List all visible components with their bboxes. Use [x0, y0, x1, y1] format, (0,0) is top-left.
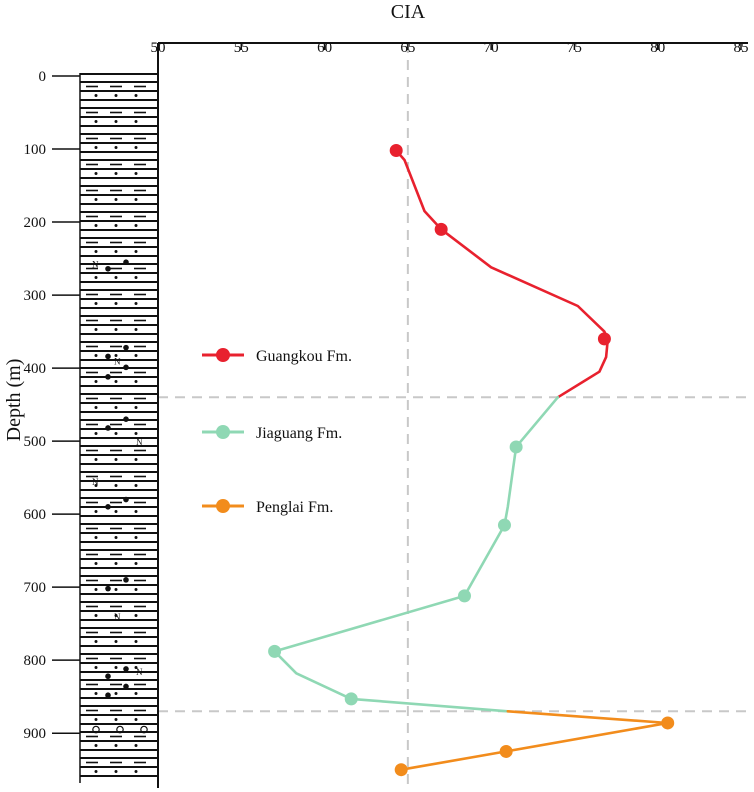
series-line-guangkou-fm	[394, 149, 610, 399]
series-line-penglai-fm	[399, 709, 670, 772]
x-tick-label: 65	[400, 40, 415, 56]
plot-background	[158, 43, 748, 788]
lithology-dot	[105, 425, 111, 431]
lithology-dot	[105, 692, 111, 699]
x-axis-title: CIA	[391, 1, 426, 23]
legend-marker-penglai-fm	[216, 499, 230, 513]
lithology-column	[80, 73, 158, 783]
lithology-dot	[105, 673, 111, 680]
legend: Guangkou Fm. Jiaguang Fm. Penglai Fm.	[202, 348, 352, 516]
x-tick-label: 75	[567, 40, 582, 56]
lithology-dot	[105, 374, 111, 380]
legend-label-penglai-fm: Penglai Fm.	[256, 499, 333, 516]
lithology-gravel	[140, 725, 148, 734]
data-point-guangkou-fm	[597, 332, 611, 346]
lithology-symbol-n: N	[114, 612, 121, 622]
x-tick-label: 85	[734, 40, 749, 56]
x-axis-ticks: 50 55 60 65 70 75 80 85	[151, 40, 749, 56]
data-point-penglai-fm	[394, 763, 408, 777]
data-point-penglai-fm	[499, 744, 513, 758]
data-series	[268, 143, 675, 777]
x-tick-label: 80	[650, 40, 665, 56]
lithology-symbols: N N N N N N	[92, 259, 148, 734]
legend-marker-jiaguang-fm	[216, 425, 230, 439]
lithology-symbol-n: N	[114, 356, 121, 366]
lithology-symbol-n: N	[92, 477, 99, 487]
y-tick-label: 300	[24, 288, 47, 304]
lithology-symbol-n: N	[136, 667, 143, 677]
x-tick-label: 50	[151, 40, 166, 56]
lithology-dot	[123, 496, 129, 503]
x-tick-label: 55	[234, 40, 249, 56]
y-tick-label: 800	[24, 653, 47, 669]
y-tick-label: 600	[24, 507, 47, 523]
lithology-dot	[105, 585, 111, 592]
data-point-guangkou-fm	[389, 143, 403, 157]
y-tick-label: 900	[24, 726, 47, 742]
y-axis-title: Depth (m)	[3, 359, 25, 442]
y-tick-label: 100	[24, 142, 47, 158]
lithology-symbol-n: N	[92, 259, 99, 269]
lithology-dot	[123, 364, 129, 371]
lithology-dot	[123, 666, 129, 672]
x-tick-label: 60	[317, 40, 332, 56]
y-tick-label: 700	[24, 580, 47, 596]
data-point-jiaguang-fm	[509, 440, 523, 454]
data-point-guangkou-fm	[434, 222, 448, 236]
lithology-gravel	[116, 725, 124, 734]
lithology-dot	[123, 416, 129, 422]
lithology-dot	[123, 683, 129, 690]
y-tick-label: 400	[24, 361, 47, 377]
y-axis-ticks: 0 100 200 300 400 500 600 700 800 900	[24, 69, 80, 742]
data-point-penglai-fm	[661, 716, 675, 730]
lithology-dot	[123, 344, 129, 351]
lithology-symbol-n: N	[136, 437, 143, 447]
lithology-dot	[105, 353, 111, 360]
y-tick-label: 0	[39, 69, 47, 85]
lithology-dot	[123, 577, 129, 583]
data-point-jiaguang-fm	[268, 644, 282, 658]
legend-label-guangkou-fm: Guangkou Fm.	[256, 348, 352, 365]
y-tick-label: 200	[24, 215, 47, 231]
data-point-jiaguang-fm	[344, 692, 358, 706]
legend-label-jiaguang-fm: Jiaguang Fm.	[256, 425, 342, 442]
data-point-jiaguang-fm	[497, 518, 511, 532]
lithology-dot	[123, 259, 129, 266]
y-tick-label: 500	[24, 434, 47, 450]
lithology-dot	[105, 265, 111, 272]
lithology-dot	[105, 504, 111, 510]
data-point-jiaguang-fm	[457, 589, 471, 603]
x-tick-label: 70	[484, 40, 499, 56]
legend-marker-guangkou-fm	[216, 348, 230, 362]
lithology-gravel	[92, 725, 100, 734]
